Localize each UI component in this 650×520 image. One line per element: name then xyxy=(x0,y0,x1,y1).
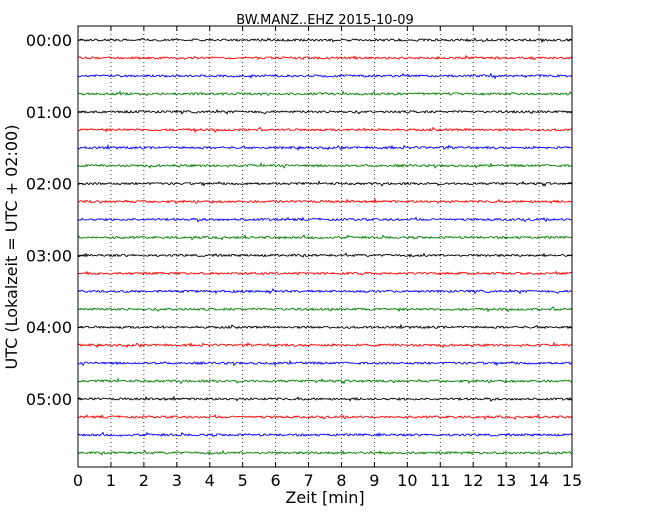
trace-row-23 xyxy=(77,449,573,456)
x-tick-label-3: 3 xyxy=(172,471,182,490)
x-tick-label-6: 6 xyxy=(271,471,281,490)
trace-row-19 xyxy=(77,377,573,385)
x-tick-label-11: 11 xyxy=(430,471,450,490)
y-tick-label-3: 03:00 xyxy=(26,246,72,265)
trace-row-20 xyxy=(77,395,573,403)
trace-row-22 xyxy=(77,431,573,438)
trace-row-6 xyxy=(77,143,573,151)
x-tick-label-15: 15 xyxy=(562,471,582,490)
x-axis-ticks: 0 1 2 3 4 5 6 7 8 9 10 11 12 13 14 15 xyxy=(73,26,582,490)
x-axis-label: Zeit [min] xyxy=(285,488,364,507)
y-tick-label-5: 05:00 xyxy=(26,390,72,409)
x-tick-label-4: 4 xyxy=(205,471,215,490)
x-tick-label-7: 7 xyxy=(303,471,313,490)
x-tick-label-0: 0 xyxy=(73,471,83,490)
trace-row-13 xyxy=(77,270,573,276)
trace-row-10 xyxy=(77,216,573,223)
x-tick-label-13: 13 xyxy=(496,471,516,490)
trace-row-21 xyxy=(78,413,573,421)
x-tick-label-5: 5 xyxy=(238,471,248,490)
trace-row-15 xyxy=(77,306,573,313)
trace-row-9 xyxy=(77,197,573,205)
y-axis-label: UTC (Lokalzeit = UTC + 02:00) xyxy=(2,125,21,370)
trace-row-5 xyxy=(77,126,573,134)
x-tick-label-2: 2 xyxy=(139,471,149,490)
y-axis-ticks: 00:00 01:00 02:00 03:00 04:00 05:00 xyxy=(26,31,572,409)
trace-row-17 xyxy=(77,341,573,349)
x-tick-label-12: 12 xyxy=(463,471,483,490)
trace-row-0 xyxy=(77,37,573,44)
trace-group xyxy=(77,37,573,456)
trace-row-18 xyxy=(77,359,573,367)
x-tick-label-9: 9 xyxy=(369,471,379,490)
trace-row-14 xyxy=(77,287,573,295)
trace-row-3 xyxy=(77,90,573,97)
x-tick-label-14: 14 xyxy=(529,471,549,490)
trace-row-16 xyxy=(77,323,573,330)
trace-row-7 xyxy=(77,161,573,170)
vertical-grid xyxy=(110,26,540,467)
trace-row-2 xyxy=(77,72,573,80)
trace-row-4 xyxy=(77,108,573,115)
plot-frame xyxy=(77,25,573,468)
trace-row-11 xyxy=(77,233,573,241)
chart-title: BW.MANZ..EHZ 2015-10-09 xyxy=(236,13,414,28)
x-tick-label-10: 10 xyxy=(397,471,417,490)
y-tick-label-2: 02:00 xyxy=(26,175,72,194)
x-tick-label-8: 8 xyxy=(336,471,346,490)
trace-row-8 xyxy=(77,180,573,188)
y-tick-label-0: 00:00 xyxy=(26,31,72,50)
y-tick-label-4: 04:00 xyxy=(26,318,72,337)
x-tick-label-1: 1 xyxy=(106,471,116,490)
trace-row-1 xyxy=(77,54,573,61)
trace-row-12 xyxy=(77,252,573,258)
y-tick-label-1: 01:00 xyxy=(26,103,72,122)
